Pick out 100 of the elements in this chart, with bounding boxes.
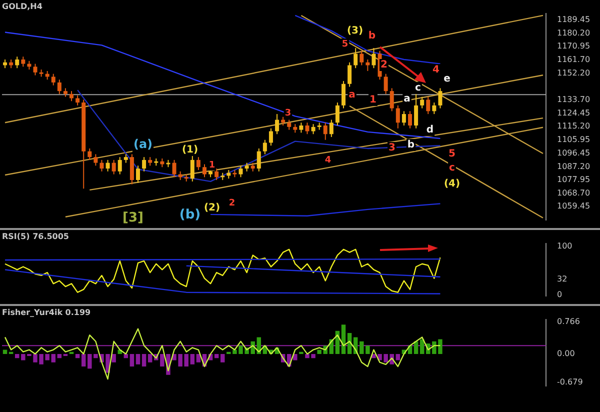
candlestick bbox=[299, 122, 304, 134]
annotation: d bbox=[426, 124, 434, 136]
candlestick bbox=[384, 73, 388, 94]
candlestick bbox=[118, 156, 122, 175]
candlestick bbox=[106, 159, 110, 172]
annotation: 4 bbox=[432, 64, 440, 76]
annotation: b bbox=[368, 30, 376, 42]
y-tick-label: 100 bbox=[557, 242, 572, 251]
candlestick bbox=[196, 156, 200, 170]
y-tick-label: 1059.45 bbox=[557, 202, 590, 211]
annotation: a bbox=[348, 90, 356, 101]
y-tick-label: 1189.45 bbox=[557, 15, 590, 24]
candlestick bbox=[190, 155, 194, 182]
annotation: 1 bbox=[208, 160, 216, 170]
bar bbox=[2, 350, 8, 354]
candlestick bbox=[268, 128, 273, 146]
candlestick bbox=[305, 122, 310, 135]
annotation: e bbox=[444, 74, 451, 85]
y-tick-label: 1180.20 bbox=[557, 28, 590, 38]
candlestick bbox=[335, 102, 340, 126]
candlestick bbox=[348, 62, 352, 88]
y-tick-label: 1115.20 bbox=[557, 122, 590, 131]
candlestick bbox=[438, 88, 442, 109]
candlestick bbox=[202, 164, 206, 178]
candlestick bbox=[88, 148, 92, 160]
candlestick bbox=[408, 110, 412, 129]
bar bbox=[14, 354, 20, 358]
candlestick bbox=[390, 88, 394, 112]
candlestick bbox=[354, 48, 358, 69]
chart-title: RSI(5) 76.5005 bbox=[2, 232, 70, 241]
bar bbox=[396, 354, 400, 360]
bar bbox=[51, 354, 56, 362]
bar bbox=[142, 354, 146, 367]
candlestick bbox=[426, 96, 430, 115]
candlestick bbox=[76, 94, 80, 106]
bar bbox=[63, 354, 68, 356]
annotation: (4) bbox=[444, 178, 460, 190]
annotation: c bbox=[449, 162, 456, 174]
bar bbox=[420, 339, 424, 354]
y-tick-label: 1124.45 bbox=[557, 108, 590, 118]
candlestick bbox=[311, 124, 316, 135]
y-tick-label: 1077.95 bbox=[557, 175, 590, 184]
candlestick bbox=[15, 56, 20, 69]
candlestick bbox=[414, 93, 418, 129]
candlestick bbox=[57, 79, 62, 94]
candlestick bbox=[287, 119, 292, 130]
y-tick-label: 1105.95 bbox=[557, 135, 590, 144]
candlestick bbox=[432, 102, 436, 115]
bar bbox=[136, 354, 140, 364]
annotation: (2) bbox=[204, 202, 220, 214]
candlestick bbox=[360, 50, 364, 66]
candlestick bbox=[366, 59, 370, 72]
y-tick-label: -0.679 bbox=[557, 377, 583, 386]
y-tick-label: 1152.20 bbox=[557, 68, 590, 78]
candlestick bbox=[130, 154, 134, 185]
candlestick bbox=[256, 148, 261, 172]
bar bbox=[220, 354, 225, 362]
annotation: 5 bbox=[448, 148, 456, 160]
bar bbox=[190, 354, 195, 364]
candlestick bbox=[142, 156, 146, 172]
candlestick bbox=[396, 104, 400, 129]
bar bbox=[293, 354, 298, 360]
chart-title: GOLD,H4 bbox=[2, 2, 43, 11]
bar bbox=[75, 354, 80, 358]
y-tick-label: 32 bbox=[557, 274, 568, 284]
candlestick bbox=[238, 165, 243, 178]
candlestick bbox=[323, 122, 328, 140]
candlestick bbox=[214, 168, 219, 181]
annotation: 3 bbox=[388, 142, 396, 154]
y-tick-label: 1133.70 bbox=[557, 95, 590, 104]
annotation: 3 bbox=[284, 108, 292, 118]
candlestick bbox=[70, 90, 74, 102]
annotation: 5 bbox=[342, 39, 348, 50]
bar bbox=[148, 354, 152, 362]
candlestick bbox=[136, 165, 140, 184]
y-tick-label: 0.766 bbox=[557, 316, 580, 326]
y-tick-label: 1068.70 bbox=[557, 188, 590, 198]
annotation: c bbox=[415, 82, 422, 94]
bar bbox=[130, 354, 134, 367]
annotation: (a) bbox=[133, 137, 153, 152]
annotation: 4 bbox=[324, 155, 332, 166]
annotation: 2 bbox=[380, 60, 388, 71]
chart-title: Fisher_Yur4ik 0.199 bbox=[2, 308, 92, 317]
y-tick-label: 1087.20 bbox=[557, 162, 590, 171]
annotation: 1 bbox=[370, 94, 377, 106]
y-tick-label: 1170.95 bbox=[557, 42, 590, 51]
candlestick bbox=[172, 159, 176, 178]
candlestick bbox=[402, 110, 406, 126]
annotation: [3] bbox=[122, 210, 144, 226]
bar bbox=[196, 354, 201, 362]
candlestick bbox=[21, 56, 26, 68]
candlestick bbox=[372, 48, 376, 69]
annotation: 2 bbox=[228, 198, 236, 208]
bar bbox=[214, 354, 219, 358]
candlestick bbox=[51, 73, 56, 86]
candlestick bbox=[100, 159, 104, 172]
candlestick bbox=[342, 80, 346, 109]
candlestick bbox=[420, 96, 424, 109]
candlestick bbox=[94, 154, 98, 166]
y-tick-label: 1161.70 bbox=[557, 55, 590, 64]
